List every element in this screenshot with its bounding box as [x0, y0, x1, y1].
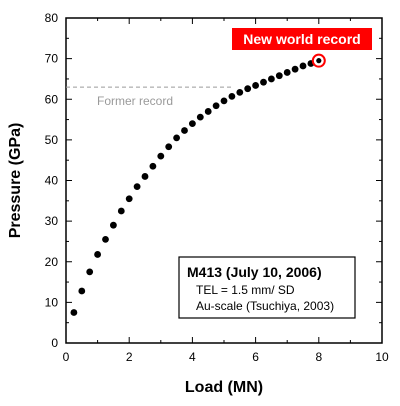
x-tick-label: 10	[375, 350, 389, 364]
data-point	[102, 236, 109, 243]
y-axis-title: Pressure (GPa)	[7, 123, 24, 239]
data-point	[299, 62, 307, 70]
x-tick-label: 8	[315, 350, 322, 364]
info-box-title: M413 (July 10, 2006)	[187, 264, 322, 280]
y-tick-label: 80	[45, 11, 59, 25]
data-point	[133, 183, 141, 190]
new-record-label-background	[232, 28, 372, 50]
y-tick-label: 20	[45, 255, 59, 269]
y-tick-label: 40	[45, 174, 59, 188]
y-tick-label: 60	[45, 92, 59, 106]
data-point	[244, 85, 252, 93]
data-point	[283, 69, 291, 76]
data-point	[204, 108, 212, 115]
x-tick-label: 0	[63, 350, 70, 364]
data-point	[196, 113, 204, 121]
x-tick-label: 6	[252, 350, 259, 364]
data-point	[252, 82, 259, 89]
new-record-label: New world record	[243, 31, 360, 47]
plot-layer: 0 2 4 6 8 10 0 10 20 30 40 50 60 70 80	[45, 11, 389, 364]
new-record-point	[316, 58, 322, 64]
data-point	[236, 88, 244, 96]
data-point	[117, 207, 125, 215]
annotation-layer: Former record New world record M413 (Jul…	[66, 28, 372, 319]
y-tick-label: 0	[51, 336, 58, 350]
data-point	[212, 102, 220, 110]
y-tick-label: 50	[45, 133, 59, 147]
info-box-line-au-scale: Au-scale (Tsuchiya, 2003)	[196, 299, 334, 313]
data-point	[181, 127, 188, 134]
y-tick-label: 30	[45, 214, 59, 228]
info-box-line-tel: TEL = 1.5 mm/ SD	[196, 283, 295, 297]
data-point	[260, 78, 267, 86]
data-point	[275, 72, 283, 80]
info-box	[178, 256, 356, 319]
x-tick-label: 2	[126, 350, 133, 364]
data-point	[86, 268, 94, 276]
data-point	[125, 195, 133, 203]
data-point	[149, 162, 157, 170]
x-axis-title: Load (MN)	[185, 379, 263, 396]
former-record-label: Former record	[97, 94, 173, 108]
data-point	[110, 221, 117, 229]
data-point	[157, 152, 165, 160]
data-point	[78, 287, 86, 295]
x-tick-label: 4	[189, 350, 196, 364]
data-point	[220, 97, 228, 105]
data-point	[268, 75, 275, 83]
data-point	[189, 120, 196, 128]
data-point	[94, 251, 101, 258]
data-point	[228, 93, 236, 100]
y-tick-label: 10	[45, 295, 59, 309]
data-point	[141, 173, 149, 180]
data-point	[165, 143, 173, 151]
data-point	[173, 134, 181, 142]
data-point	[291, 65, 299, 73]
y-tick-label: 70	[45, 52, 59, 66]
data-point	[70, 309, 78, 316]
